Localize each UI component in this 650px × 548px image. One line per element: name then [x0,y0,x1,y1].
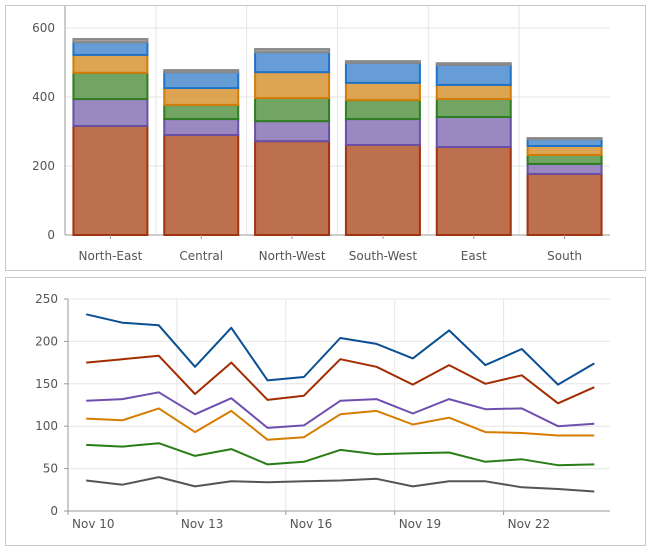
x-tick-label: Nov 19 [399,517,442,531]
x-tick-label: South [547,249,582,263]
bar-segment [435,98,512,119]
y-tick-label: 400 [32,90,55,104]
bar-segment [526,162,603,175]
bar-segment [254,51,331,74]
series-line [85,313,595,386]
bar-segment [526,138,603,147]
y-tick-label: 200 [35,334,58,348]
bar-segment [435,62,512,66]
x-tick-label: Nov 22 [508,517,551,531]
stacked-bar-chart-panel: 0 200 400 600 North-East Central North-West Sou… [5,5,646,271]
x-tick-label: Nov 13 [181,517,224,531]
bar-segment [163,133,240,236]
bar-segment [254,71,331,100]
bar-segment [72,124,149,236]
x-tick-label: East [461,249,487,263]
y-tick-label: 600 [32,21,55,35]
bar-segment [254,120,331,143]
bar-segment [163,71,240,90]
y-tick-label: 200 [32,159,55,173]
x-tick-label: Central [179,249,223,263]
bar-segment [254,140,331,236]
bar-segment [72,71,149,101]
bar-segment [526,172,603,236]
bar-segment [435,63,512,86]
bar-segment [163,69,240,74]
series-line [86,391,595,429]
bar-segment [72,38,149,44]
x-tick-label: Nov 10 [72,517,115,531]
series-line [86,354,595,405]
series-line [86,442,595,467]
series-line [86,476,595,493]
bar-segment [344,81,421,102]
stacked-bar-chart: 0 200 400 600 North-East Central North-West Sou… [32,6,610,263]
bar-segment [163,103,240,121]
bar-segment [435,83,512,101]
line-chart-panel: 0 50 100 150 200 250 Nov 10 Nov 13 Nov 16 Nov 19 N… [5,277,646,546]
bar-segment [435,146,512,236]
bar-segment [72,98,149,127]
x-tick-label: Nov 16 [290,517,333,531]
y-tick-label: 50 [43,462,58,476]
y-tick-label: 250 [35,292,58,306]
x-tick-label: North-East [79,249,143,263]
bar-segment [526,153,603,165]
bar-segment [254,97,331,123]
line-chart: 0 50 100 150 200 250 Nov 10 Nov 13 Nov 16 Nov 19 N… [35,292,610,531]
bar-segment [344,99,421,121]
bar-segment [72,41,149,56]
bar-segment [163,118,240,136]
y-tick-label: 0 [50,504,58,518]
bar-segment [254,48,331,54]
x-tick-label: South-West [349,249,418,263]
x-tick-label: North-West [259,249,326,263]
series-line [86,407,595,441]
y-tick-label: 150 [35,377,58,391]
bar-segment [72,53,149,74]
bar-segment [526,137,603,141]
bar-segment [344,61,421,84]
bar-segment [163,87,240,106]
bar-segment [344,60,421,64]
bar-segment [526,144,603,156]
bar-segment [344,143,421,236]
y-tick-label: 100 [35,419,58,433]
y-tick-label: 0 [47,228,55,242]
bar-segment [435,116,512,149]
bar-segment [344,118,421,146]
